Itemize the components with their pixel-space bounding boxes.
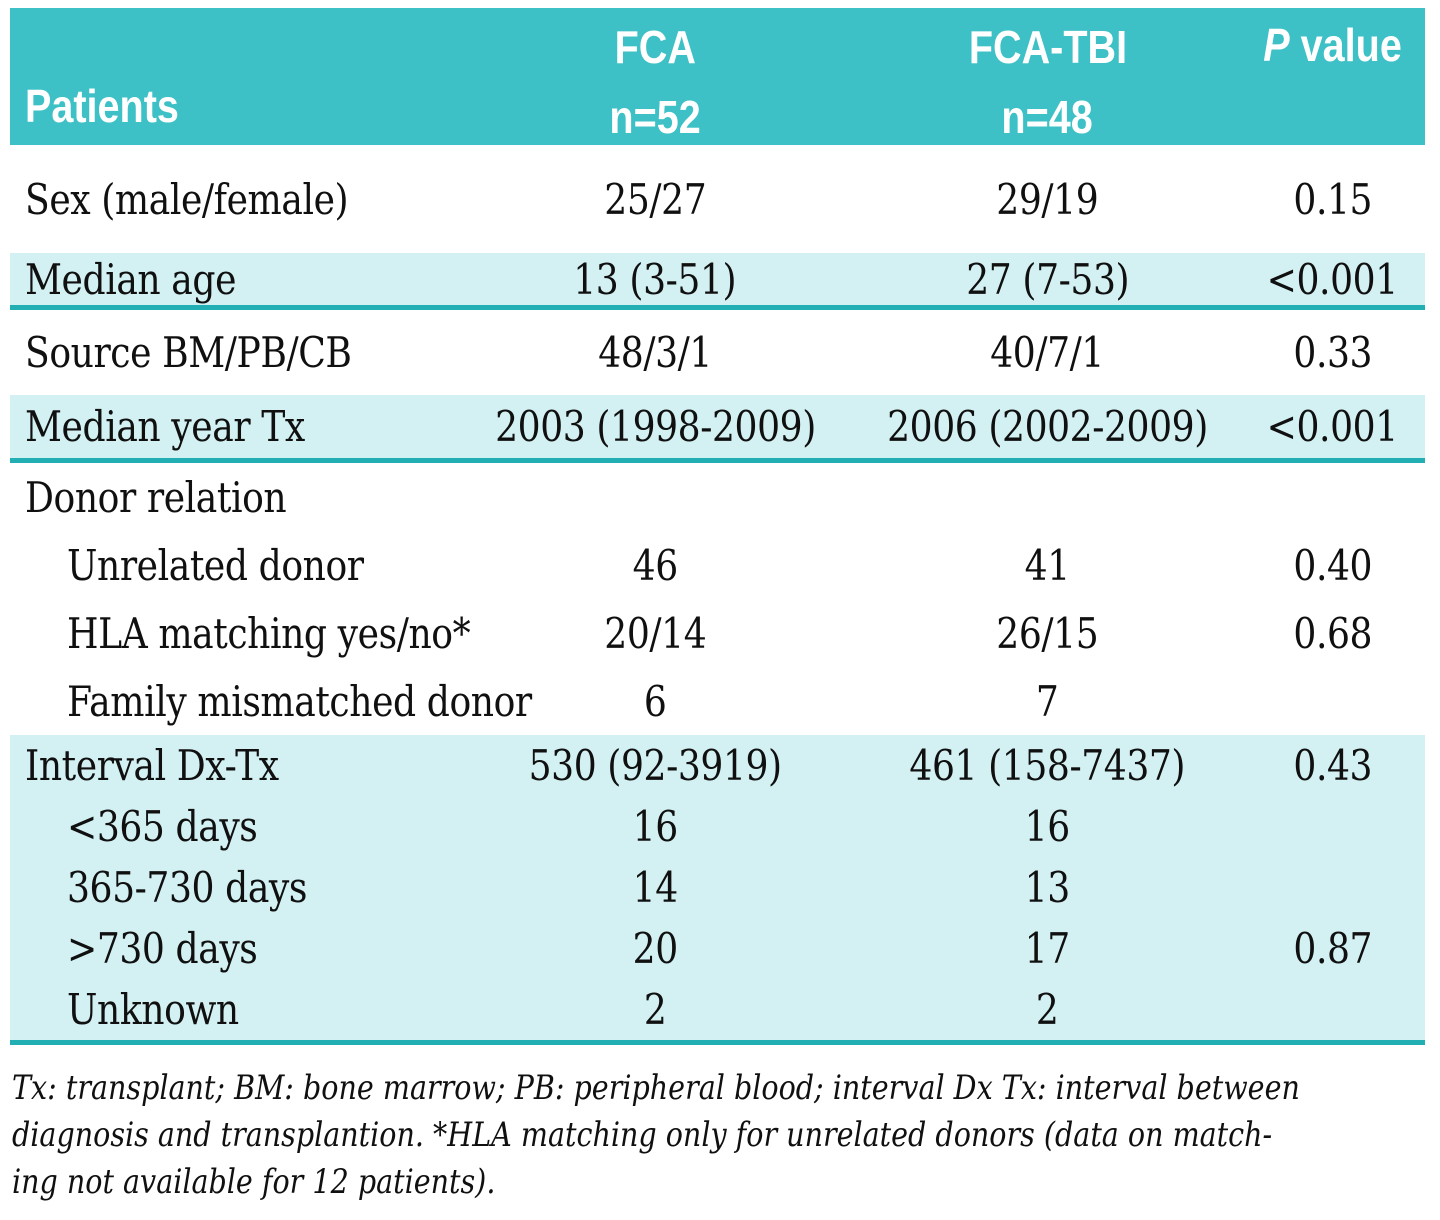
row-label: Median age — [25, 254, 237, 304]
row-label: >730 days — [67, 924, 258, 973]
table-row: Sex (male/female) 25/27 29/19 0.15 — [10, 145, 1425, 253]
header-cell-fca: FCA n=52 — [455, 8, 855, 145]
row-label-cell: >730 days — [10, 924, 455, 973]
row-label-cell: Unrelated donor — [10, 541, 455, 590]
fcatbi-value-cell: 27 (7-53) — [966, 254, 1129, 304]
table-row: Median year Tx 2003 (1998-2009) 2006 (20… — [10, 395, 1425, 463]
table-row: Unrelated donor 46 41 0.40 — [10, 531, 1425, 599]
fcatbi-value-cell: 29/19 — [996, 174, 1099, 224]
table-row: 365-730 days 14 13 — [10, 857, 1425, 918]
row-label-cell: Interval Dx-Tx — [10, 741, 455, 790]
fca-value-cell: 16 — [632, 802, 678, 851]
row-label: Unrelated donor — [67, 540, 364, 590]
row-label: Donor relation — [25, 472, 287, 522]
fca-value-cell: 13 (3-51) — [573, 254, 737, 304]
header-fcatbi-label: FCA-TBI — [968, 21, 1127, 73]
row-label-cell: Family mismatched donor — [10, 677, 532, 726]
table-row: Interval Dx-Tx 530 (92-3919) 461 (158-74… — [10, 735, 1425, 796]
footnote-line: diagnosis and transplantion. *HLA matchi… — [12, 1115, 1273, 1155]
fca-value-cell: 48/3/1 — [598, 328, 712, 377]
row-label-cell: Median year Tx — [10, 402, 455, 451]
table-row: Median age 13 (3-51) 27 (7-53) <0.001 — [10, 253, 1425, 310]
row-label-cell: 365-730 days — [10, 863, 455, 912]
header-cell-fcatbi: FCA-TBI n=48 — [855, 8, 1240, 145]
row-label: Unknown — [67, 985, 239, 1034]
fca-value-cell: 6 — [643, 676, 667, 726]
row-label-cell: HLA matching yes/no* — [10, 609, 471, 658]
pvalue-cell: 0.15 — [1293, 174, 1372, 224]
pvalue-cell: 0.33 — [1293, 328, 1372, 377]
interval-dx-tx-section: Interval Dx-Tx 530 (92-3919) 461 (158-74… — [10, 735, 1425, 1045]
header-patients-label: Patients — [25, 80, 179, 132]
header-cell-patients: Patients — [10, 8, 455, 145]
table-row: Donor relation — [10, 463, 1425, 531]
header-pvalue-label: P value — [1263, 19, 1402, 71]
fca-value-cell: 25/27 — [604, 174, 706, 224]
row-label-cell: Unknown — [10, 985, 455, 1034]
pvalue-cell: 0.87 — [1293, 924, 1372, 973]
row-label: Interval Dx-Tx — [25, 741, 279, 790]
footnote-line: ing not available for 12 patients). — [12, 1162, 496, 1202]
header-fcatbi-n: n=48 — [1001, 91, 1094, 143]
pvalue-cell: <0.001 — [1266, 254, 1399, 304]
row-label: Sex (male/female) — [25, 174, 349, 224]
fca-value-cell: 2003 (1998-2009) — [494, 402, 816, 451]
patients-characteristics-table: Patients FCA n=52 FCA-TBI n=48 P value S… — [10, 8, 1425, 1206]
table-footnote: Tx: transplant; BM: bone marrow; PB: per… — [10, 1065, 1425, 1206]
table-row: HLA matching yes/no* 20/14 26/15 0.68 — [10, 599, 1425, 667]
row-label: Family mismatched donor — [67, 676, 532, 726]
row-label: Median year Tx — [25, 402, 305, 451]
pvalue-cell: 0.40 — [1293, 540, 1372, 590]
table-row: Unknown 2 2 — [10, 979, 1425, 1040]
donor-relation-section: Donor relation Unrelated donor 46 41 0.4… — [10, 463, 1425, 735]
fcatbi-value-cell: 40/7/1 — [990, 328, 1105, 377]
table-row: Source BM/PB/CB 48/3/1 40/7/1 0.33 — [10, 310, 1425, 395]
pvalue-cell: 0.68 — [1293, 608, 1372, 658]
fca-value-cell: 20/14 — [604, 608, 706, 658]
fca-value-cell: 530 (92-3919) — [528, 741, 782, 790]
fcatbi-value-cell: 461 (158-7437) — [909, 741, 1186, 790]
row-label-cell: Donor relation — [10, 473, 455, 522]
row-label: Source BM/PB/CB — [25, 328, 352, 377]
row-label-cell: Median age — [10, 255, 455, 304]
header-fca-label: FCA — [614, 21, 696, 73]
footnote-line: Tx: transplant; BM: bone marrow; PB: per… — [12, 1068, 1300, 1108]
fcatbi-value-cell: 2 — [1036, 985, 1059, 1034]
table-row: <365 days 16 16 — [10, 796, 1425, 857]
pvalue-cell: 0.43 — [1293, 741, 1372, 790]
header-fca-n: n=52 — [609, 91, 701, 143]
fcatbi-value-cell: 7 — [1036, 676, 1059, 726]
row-label-cell: Sex (male/female) — [10, 175, 455, 224]
fcatbi-value-cell: 13 — [1024, 863, 1071, 912]
fcatbi-value-cell: 41 — [1024, 540, 1071, 590]
row-label-cell: <365 days — [10, 802, 455, 851]
fcatbi-value-cell: 26/15 — [996, 608, 1099, 658]
table-row: >730 days 20 17 0.87 — [10, 918, 1425, 979]
row-label: <365 days — [67, 802, 258, 851]
fcatbi-value-cell: 17 — [1024, 924, 1071, 973]
row-label-cell: Source BM/PB/CB — [10, 328, 455, 377]
fcatbi-value-cell: 2006 (2002-2009) — [887, 402, 1208, 451]
fca-value-cell: 46 — [632, 540, 678, 590]
header-cell-pvalue: P value — [1240, 8, 1425, 145]
row-label: 365-730 days — [67, 863, 308, 912]
pvalue-cell: <0.001 — [1266, 402, 1399, 451]
table-header-row: Patients FCA n=52 FCA-TBI n=48 P value — [10, 8, 1425, 145]
fca-value-cell: 20 — [632, 924, 678, 973]
row-label: HLA matching yes/no* — [67, 608, 471, 658]
table-row: Family mismatched donor 6 7 — [10, 667, 1425, 735]
fca-value-cell: 2 — [643, 985, 667, 1034]
fca-value-cell: 14 — [632, 863, 678, 912]
fcatbi-value-cell: 16 — [1024, 802, 1071, 851]
